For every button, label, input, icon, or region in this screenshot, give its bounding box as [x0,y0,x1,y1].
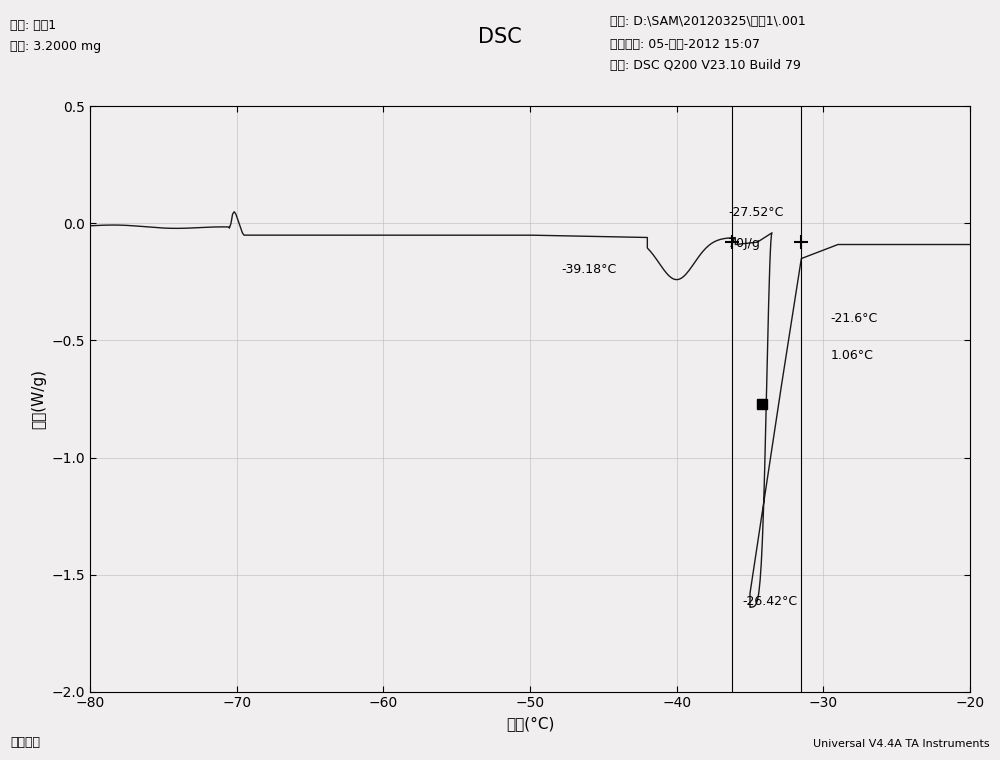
Text: 1.06°C: 1.06°C [831,349,874,363]
Text: -26.42°C: -26.42°C [743,595,798,608]
Y-axis label: 热流(W/g): 热流(W/g) [31,369,46,429]
Text: 仪器: DSC Q200 V23.10 Build 79: 仪器: DSC Q200 V23.10 Build 79 [610,59,801,72]
Text: 大小: 3.2000 mg: 大小: 3.2000 mg [10,40,101,52]
Text: -21.6°C: -21.6°C [831,312,878,325]
Text: 样品: 液䍇1: 样品: 液䍇1 [10,19,56,32]
Text: -27.52°C: -27.52°C [728,207,783,220]
Text: -39.18°C: -39.18°C [561,263,616,276]
Text: 70J/g: 70J/g [728,237,760,250]
Text: Universal V4.4A TA Instruments: Universal V4.4A TA Instruments [813,739,990,749]
Text: 文件: D:\SAM\20120325\液䍇1\.001: 文件: D:\SAM\20120325\液䍇1\.001 [610,15,806,28]
X-axis label: 温度(°C): 温度(°C) [506,716,554,731]
Text: 向上放热: 向上放热 [10,736,40,749]
Text: 运行日期: 05-四月-2012 15:07: 运行日期: 05-四月-2012 15:07 [610,38,760,51]
Text: DSC: DSC [478,27,522,46]
